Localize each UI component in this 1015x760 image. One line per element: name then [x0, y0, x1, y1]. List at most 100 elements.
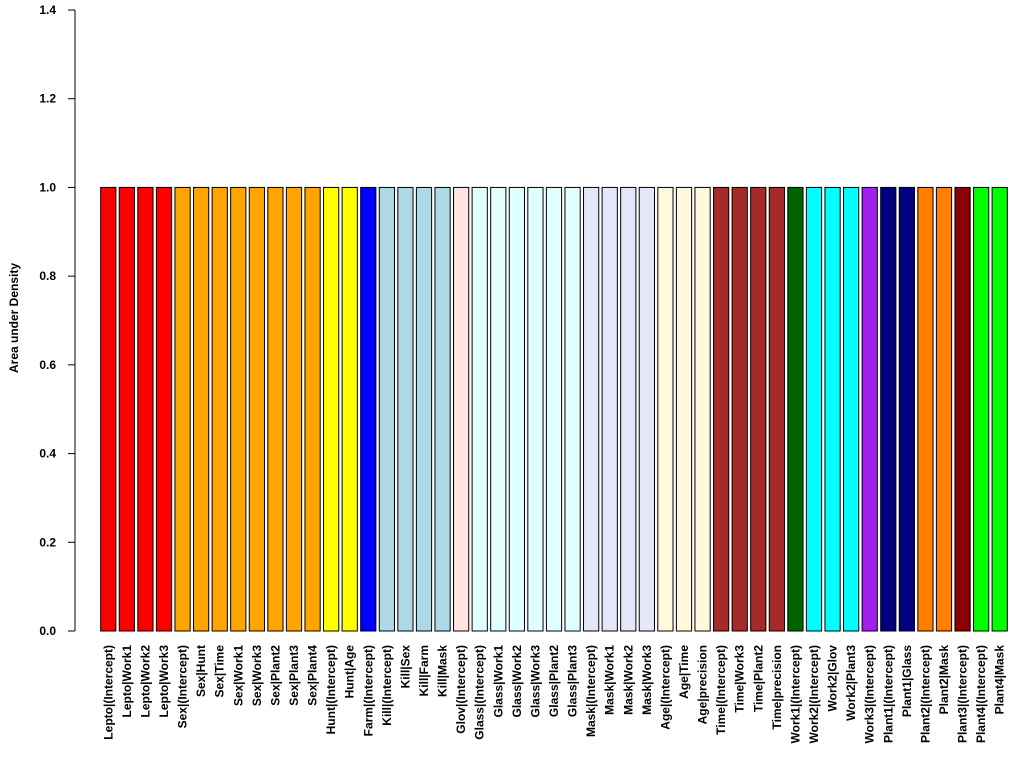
x-tick-label: Age|precision [696, 645, 710, 724]
x-tick-label: Sex|Plant3 [287, 645, 301, 706]
bar [601, 186, 618, 632]
x-tick-label: Plant2|(Intercept) [918, 645, 932, 743]
bar [750, 186, 767, 632]
bar [843, 186, 860, 632]
bar [118, 186, 135, 632]
bar [341, 186, 358, 632]
x-tick-label: Plant4|Mask [993, 645, 1007, 715]
bar [564, 186, 581, 632]
x-axis-labels: Lepto|(Intercept) Lepto|Work1 Lepto|Work2 L… [101, 645, 1006, 744]
x-tick-label: Work2|(Intercept) [807, 645, 821, 743]
x-tick-label: Glass|Work3 [528, 645, 542, 718]
y-tick-label: 0.2 [39, 535, 56, 549]
bar [360, 186, 377, 632]
x-tick-label: Glass|Work1 [491, 645, 505, 718]
bar [378, 186, 395, 632]
bar [100, 186, 117, 632]
bar [657, 186, 674, 632]
bar [824, 186, 841, 632]
x-tick-label: Sex|Work3 [250, 645, 264, 706]
bar [861, 186, 878, 632]
bar [415, 186, 433, 632]
bar [174, 186, 191, 632]
bar [898, 186, 915, 632]
x-tick-label: Glass|Plant3 [566, 645, 580, 717]
x-tick-label: Kill|Sex [398, 645, 412, 689]
bar [323, 186, 340, 632]
bar [230, 186, 247, 632]
bar [490, 186, 507, 632]
x-tick-label: Sex|Time [213, 645, 227, 698]
x-tick-label: Lepto|Work2 [138, 645, 152, 718]
bar [471, 186, 488, 632]
x-tick-label: Lepto|Work1 [120, 645, 134, 718]
x-tick-label: Work2|Glov [826, 645, 840, 712]
y-tick-label: 1.4 [39, 3, 56, 17]
x-tick-label: Age|Time [677, 645, 691, 699]
bar [434, 186, 451, 632]
bar [137, 186, 154, 632]
bar [768, 186, 785, 632]
x-tick-label: Plant1|Glass [900, 645, 914, 717]
y-axis-title: Area under Density [7, 263, 21, 373]
x-tick-label: Mask|(Intercept) [584, 645, 598, 737]
bar [155, 186, 173, 632]
bar [508, 186, 525, 632]
x-tick-label: Hunt|Age [343, 645, 357, 699]
x-tick-label: Mask|Work3 [640, 645, 654, 715]
bar [991, 186, 1008, 632]
bar [193, 186, 210, 632]
bar [917, 186, 934, 632]
x-tick-label: Sex|Plant2 [268, 645, 282, 706]
x-tick-label: Kill|(Intercept) [380, 645, 394, 726]
x-tick-label: Work2|Plant3 [844, 645, 858, 721]
bar [973, 186, 990, 632]
x-tick-label: Lepto|(Intercept) [101, 645, 115, 740]
x-tick-label: Farm|(Intercept) [361, 645, 375, 736]
x-tick-label: Kill|Mask [436, 645, 450, 697]
y-tick-label: 1.0 [39, 180, 56, 194]
x-tick-label: Kill|Farm [417, 645, 431, 696]
x-tick-label: Time|precision [770, 645, 784, 730]
x-tick-label: Plant1|(Intercept) [881, 645, 895, 743]
bar [731, 186, 748, 632]
x-tick-label: Age|(Intercept) [658, 645, 672, 730]
bar [620, 186, 637, 632]
x-tick-label: Glass|Plant2 [547, 645, 561, 717]
bar [304, 186, 321, 632]
y-tick-label: 0.8 [39, 269, 56, 283]
x-tick-label: Glass|Work2 [510, 645, 524, 718]
bar [675, 186, 693, 632]
bar [583, 186, 600, 632]
x-tick-label: Plant3|(Intercept) [956, 645, 970, 743]
x-tick-label: Time|Plant2 [751, 645, 765, 712]
x-tick-label: Plant2|Mask [937, 645, 951, 715]
bar [527, 186, 544, 632]
bar [453, 186, 470, 632]
x-tick-label: Glov|(Intercept) [454, 645, 468, 734]
x-tick-label: Sex|(Intercept) [176, 645, 190, 728]
y-axis: 0.0 0.2 0.4 0.6 0.8 1.0 1.2 1.4 [39, 3, 76, 638]
bar [880, 186, 897, 632]
bar [713, 186, 730, 632]
x-tick-label: Hunt|(Intercept) [324, 645, 338, 734]
y-tick-label: 1.2 [39, 92, 56, 106]
x-tick-label: Mask|Work2 [621, 645, 635, 715]
bar [545, 186, 563, 632]
x-tick-label: Sex|Hunt [194, 645, 208, 697]
x-tick-label: Time|Work3 [733, 645, 747, 713]
x-tick-label: Lepto|Work3 [157, 645, 171, 718]
bar [694, 186, 711, 632]
y-tick-label: 0.0 [39, 624, 56, 638]
y-tick-label: 0.4 [39, 447, 56, 461]
bar [285, 186, 303, 632]
bar [267, 186, 284, 632]
bar [805, 186, 823, 632]
bar [638, 186, 655, 632]
bar [954, 186, 971, 632]
bar [787, 186, 804, 632]
x-tick-label: Sex|Plant4 [306, 645, 320, 706]
bars [100, 186, 1008, 632]
x-tick-label: Glass|(Intercept) [473, 645, 487, 740]
